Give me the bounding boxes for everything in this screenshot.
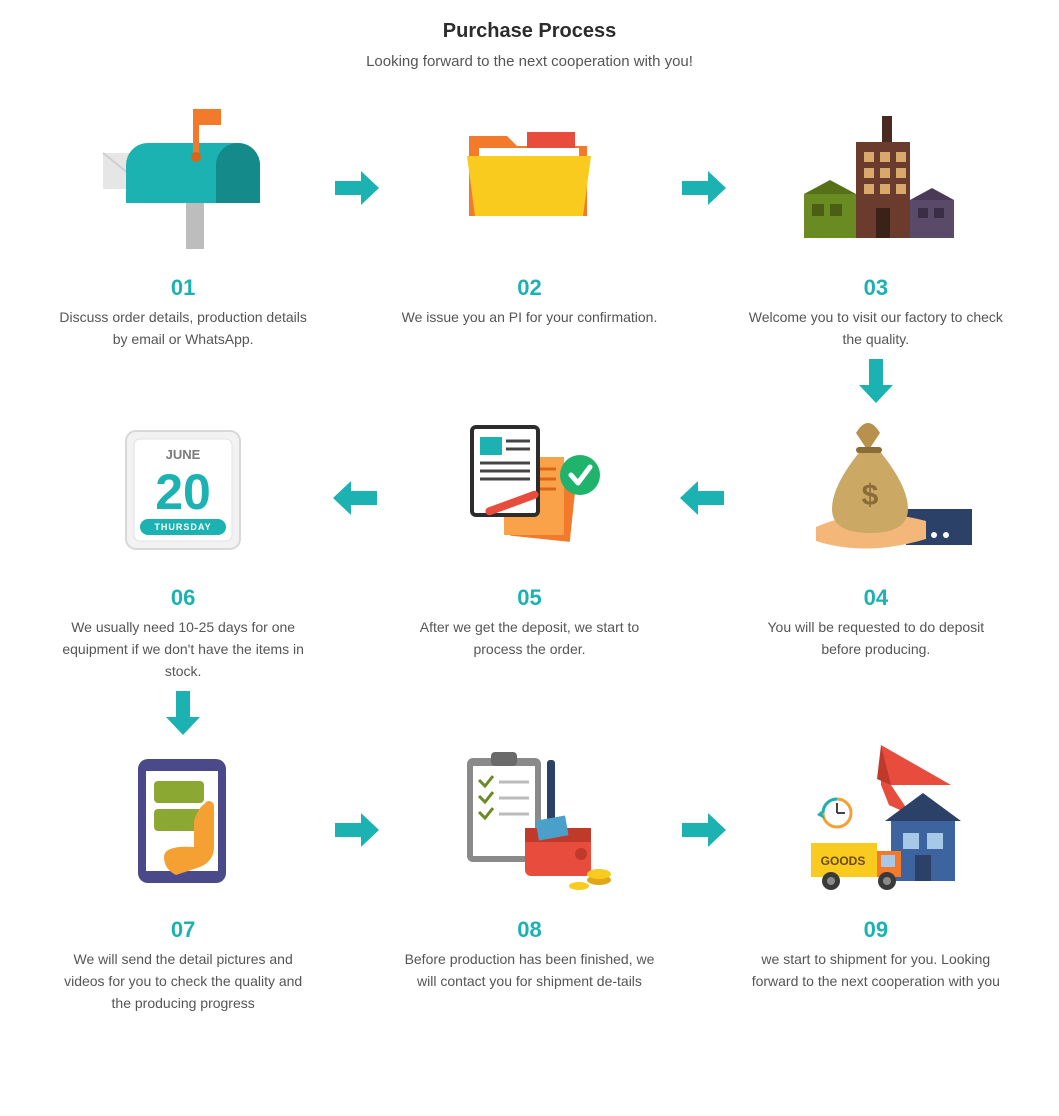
arrow-1-2 bbox=[326, 100, 386, 255]
shipping-icon: GOODS bbox=[781, 742, 971, 897]
svg-text:JUNE: JUNE bbox=[166, 447, 201, 462]
document-check-icon bbox=[444, 410, 614, 565]
step-03-text: Welcome you to visit our factory to chec… bbox=[746, 307, 1006, 350]
step-06-text: We usually need 10-25 days for one equip… bbox=[53, 617, 313, 682]
purchase-process-infographic: Purchase Process Looking forward to the … bbox=[0, 0, 1059, 1055]
step-06: JUNE 20 THURSDAY 06 We usually need 10-2… bbox=[40, 410, 326, 682]
title: Purchase Process bbox=[40, 20, 1019, 43]
arrow-4-5 bbox=[673, 410, 733, 565]
step-07-text: We will send the detail pictures and vid… bbox=[53, 949, 313, 1014]
tablet-touch-icon bbox=[108, 742, 258, 897]
step-02: 02 We issue you an PI for your confirmat… bbox=[386, 100, 672, 329]
step-02-num: 02 bbox=[517, 275, 541, 301]
step-05-num: 05 bbox=[517, 585, 541, 611]
arrow-3-4 bbox=[733, 350, 1019, 410]
step-08-text: Before production has been finished, we … bbox=[399, 949, 659, 992]
step-03: 03 Welcome you to visit our factory to c… bbox=[733, 100, 1019, 350]
arrow-6-7 bbox=[40, 682, 326, 742]
arrow-8-9 bbox=[673, 742, 733, 897]
factory-icon bbox=[786, 100, 966, 255]
step-06-num: 06 bbox=[171, 585, 195, 611]
step-02-text: We issue you an PI for your confirmation… bbox=[402, 307, 658, 329]
arrow-5-6 bbox=[326, 410, 386, 565]
step-09: GOODS 09 we start to shipment for you. L… bbox=[733, 742, 1019, 992]
step-05: 05 After we get the deposit, we start to… bbox=[386, 410, 672, 660]
step-04-num: 04 bbox=[864, 585, 888, 611]
step-07: 07 We will send the detail pictures and … bbox=[40, 742, 326, 1014]
step-08-num: 08 bbox=[517, 917, 541, 943]
svg-text:$: $ bbox=[861, 479, 878, 512]
step-03-num: 03 bbox=[864, 275, 888, 301]
step-05-text: After we get the deposit, we start to pr… bbox=[399, 617, 659, 660]
step-01-num: 01 bbox=[171, 275, 195, 301]
step-04-text: You will be requested to do deposit befo… bbox=[746, 617, 1006, 660]
svg-text:GOODS: GOODS bbox=[820, 854, 865, 868]
process-grid: 01 Discuss order details, production det… bbox=[40, 100, 1019, 1015]
folder-icon bbox=[449, 100, 609, 255]
mailbox-icon bbox=[98, 100, 268, 255]
subtitle: Looking forward to the next cooperation … bbox=[40, 53, 1019, 70]
step-01-text: Discuss order details, production detail… bbox=[53, 307, 313, 350]
header: Purchase Process Looking forward to the … bbox=[40, 20, 1019, 70]
step-04: $ 04 You will be requested to do deposit… bbox=[733, 410, 1019, 660]
calendar-icon: JUNE 20 THURSDAY bbox=[108, 410, 258, 565]
svg-text:20: 20 bbox=[155, 464, 211, 520]
svg-text:THURSDAY: THURSDAY bbox=[155, 522, 212, 532]
step-08: 08 Before production has been finished, … bbox=[386, 742, 672, 992]
arrow-2-3 bbox=[673, 100, 733, 255]
step-01: 01 Discuss order details, production det… bbox=[40, 100, 326, 350]
step-09-num: 09 bbox=[864, 917, 888, 943]
checklist-wallet-icon bbox=[439, 742, 619, 897]
step-09-text: we start to shipment for you. Looking fo… bbox=[746, 949, 1006, 992]
money-bag-icon: $ bbox=[776, 410, 976, 565]
step-07-num: 07 bbox=[171, 917, 195, 943]
arrow-7-8 bbox=[326, 742, 386, 897]
